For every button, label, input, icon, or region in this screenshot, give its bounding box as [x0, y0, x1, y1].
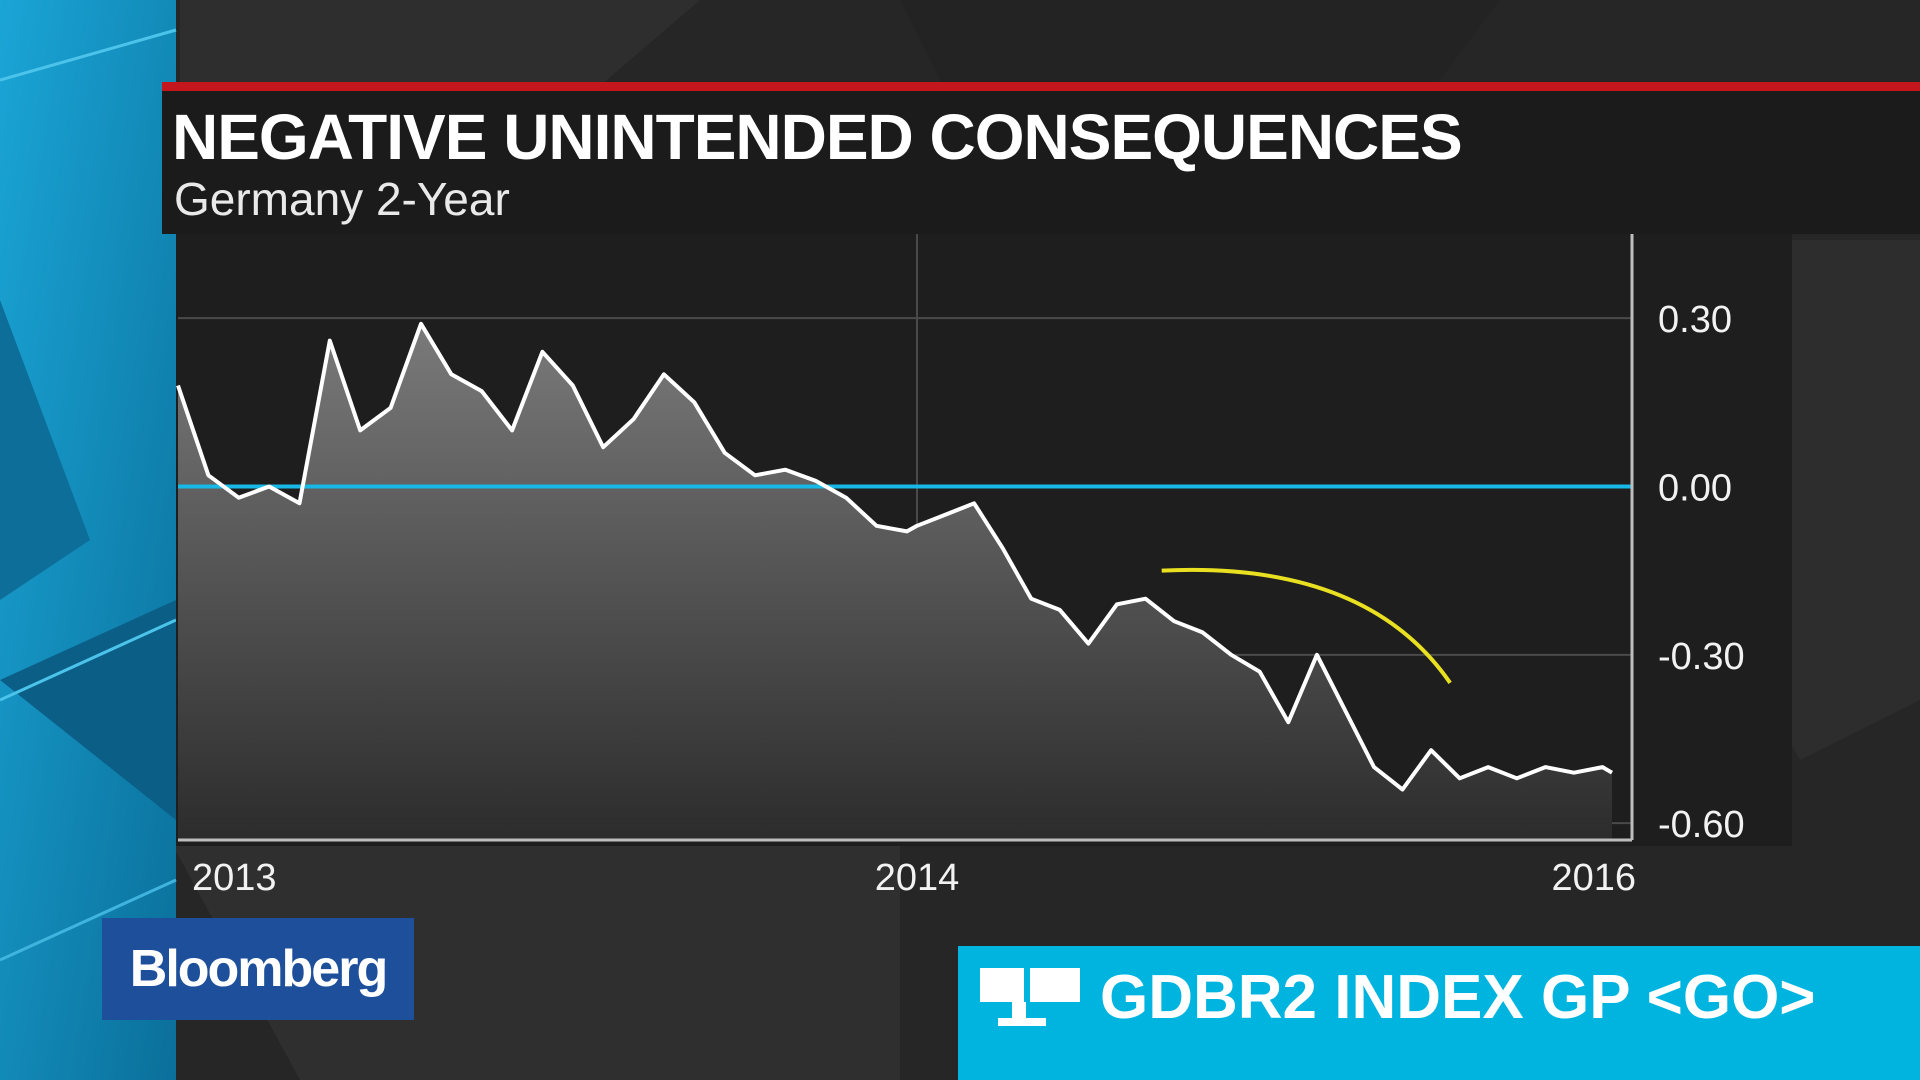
- x-tick-label: 2014: [875, 857, 960, 899]
- chart-title: NEGATIVE UNINTENDED CONSEQUENCES: [172, 101, 1463, 173]
- highlight-curve: [1161, 567, 1452, 685]
- chart-subtitle: Germany 2-Year: [174, 173, 510, 225]
- y-tick-label: 0.30: [1658, 299, 1732, 341]
- bloomberg-logo: Bloomberg: [102, 918, 414, 1020]
- x-tick-label: 2013: [192, 857, 277, 899]
- axes: [178, 234, 1634, 842]
- header-accent-bar: [162, 82, 1920, 91]
- chart-header: NEGATIVE UNINTENDED CONSEQUENCES Germany…: [162, 82, 1920, 234]
- y-tick-label: 0.00: [1658, 468, 1732, 510]
- terminal-monitors-icon: [980, 968, 1080, 1026]
- y-tick-label: -0.30: [1658, 636, 1745, 678]
- brand-logo-text: Bloomberg: [129, 940, 388, 998]
- series-area: [178, 323, 1612, 840]
- series-line: [176, 321, 1614, 792]
- ticker-code: GDBR2 INDEX GP <GO>: [1100, 963, 1816, 1032]
- tick-labels: 0.30 0.00 -0.30 -0.60 2013 2014 2016: [192, 299, 1745, 899]
- x-tick-label: 2016: [1551, 857, 1636, 899]
- y-tick-label: -0.60: [1658, 804, 1745, 846]
- ticker-banner: GDBR2 INDEX GP <GO>: [958, 946, 1920, 1080]
